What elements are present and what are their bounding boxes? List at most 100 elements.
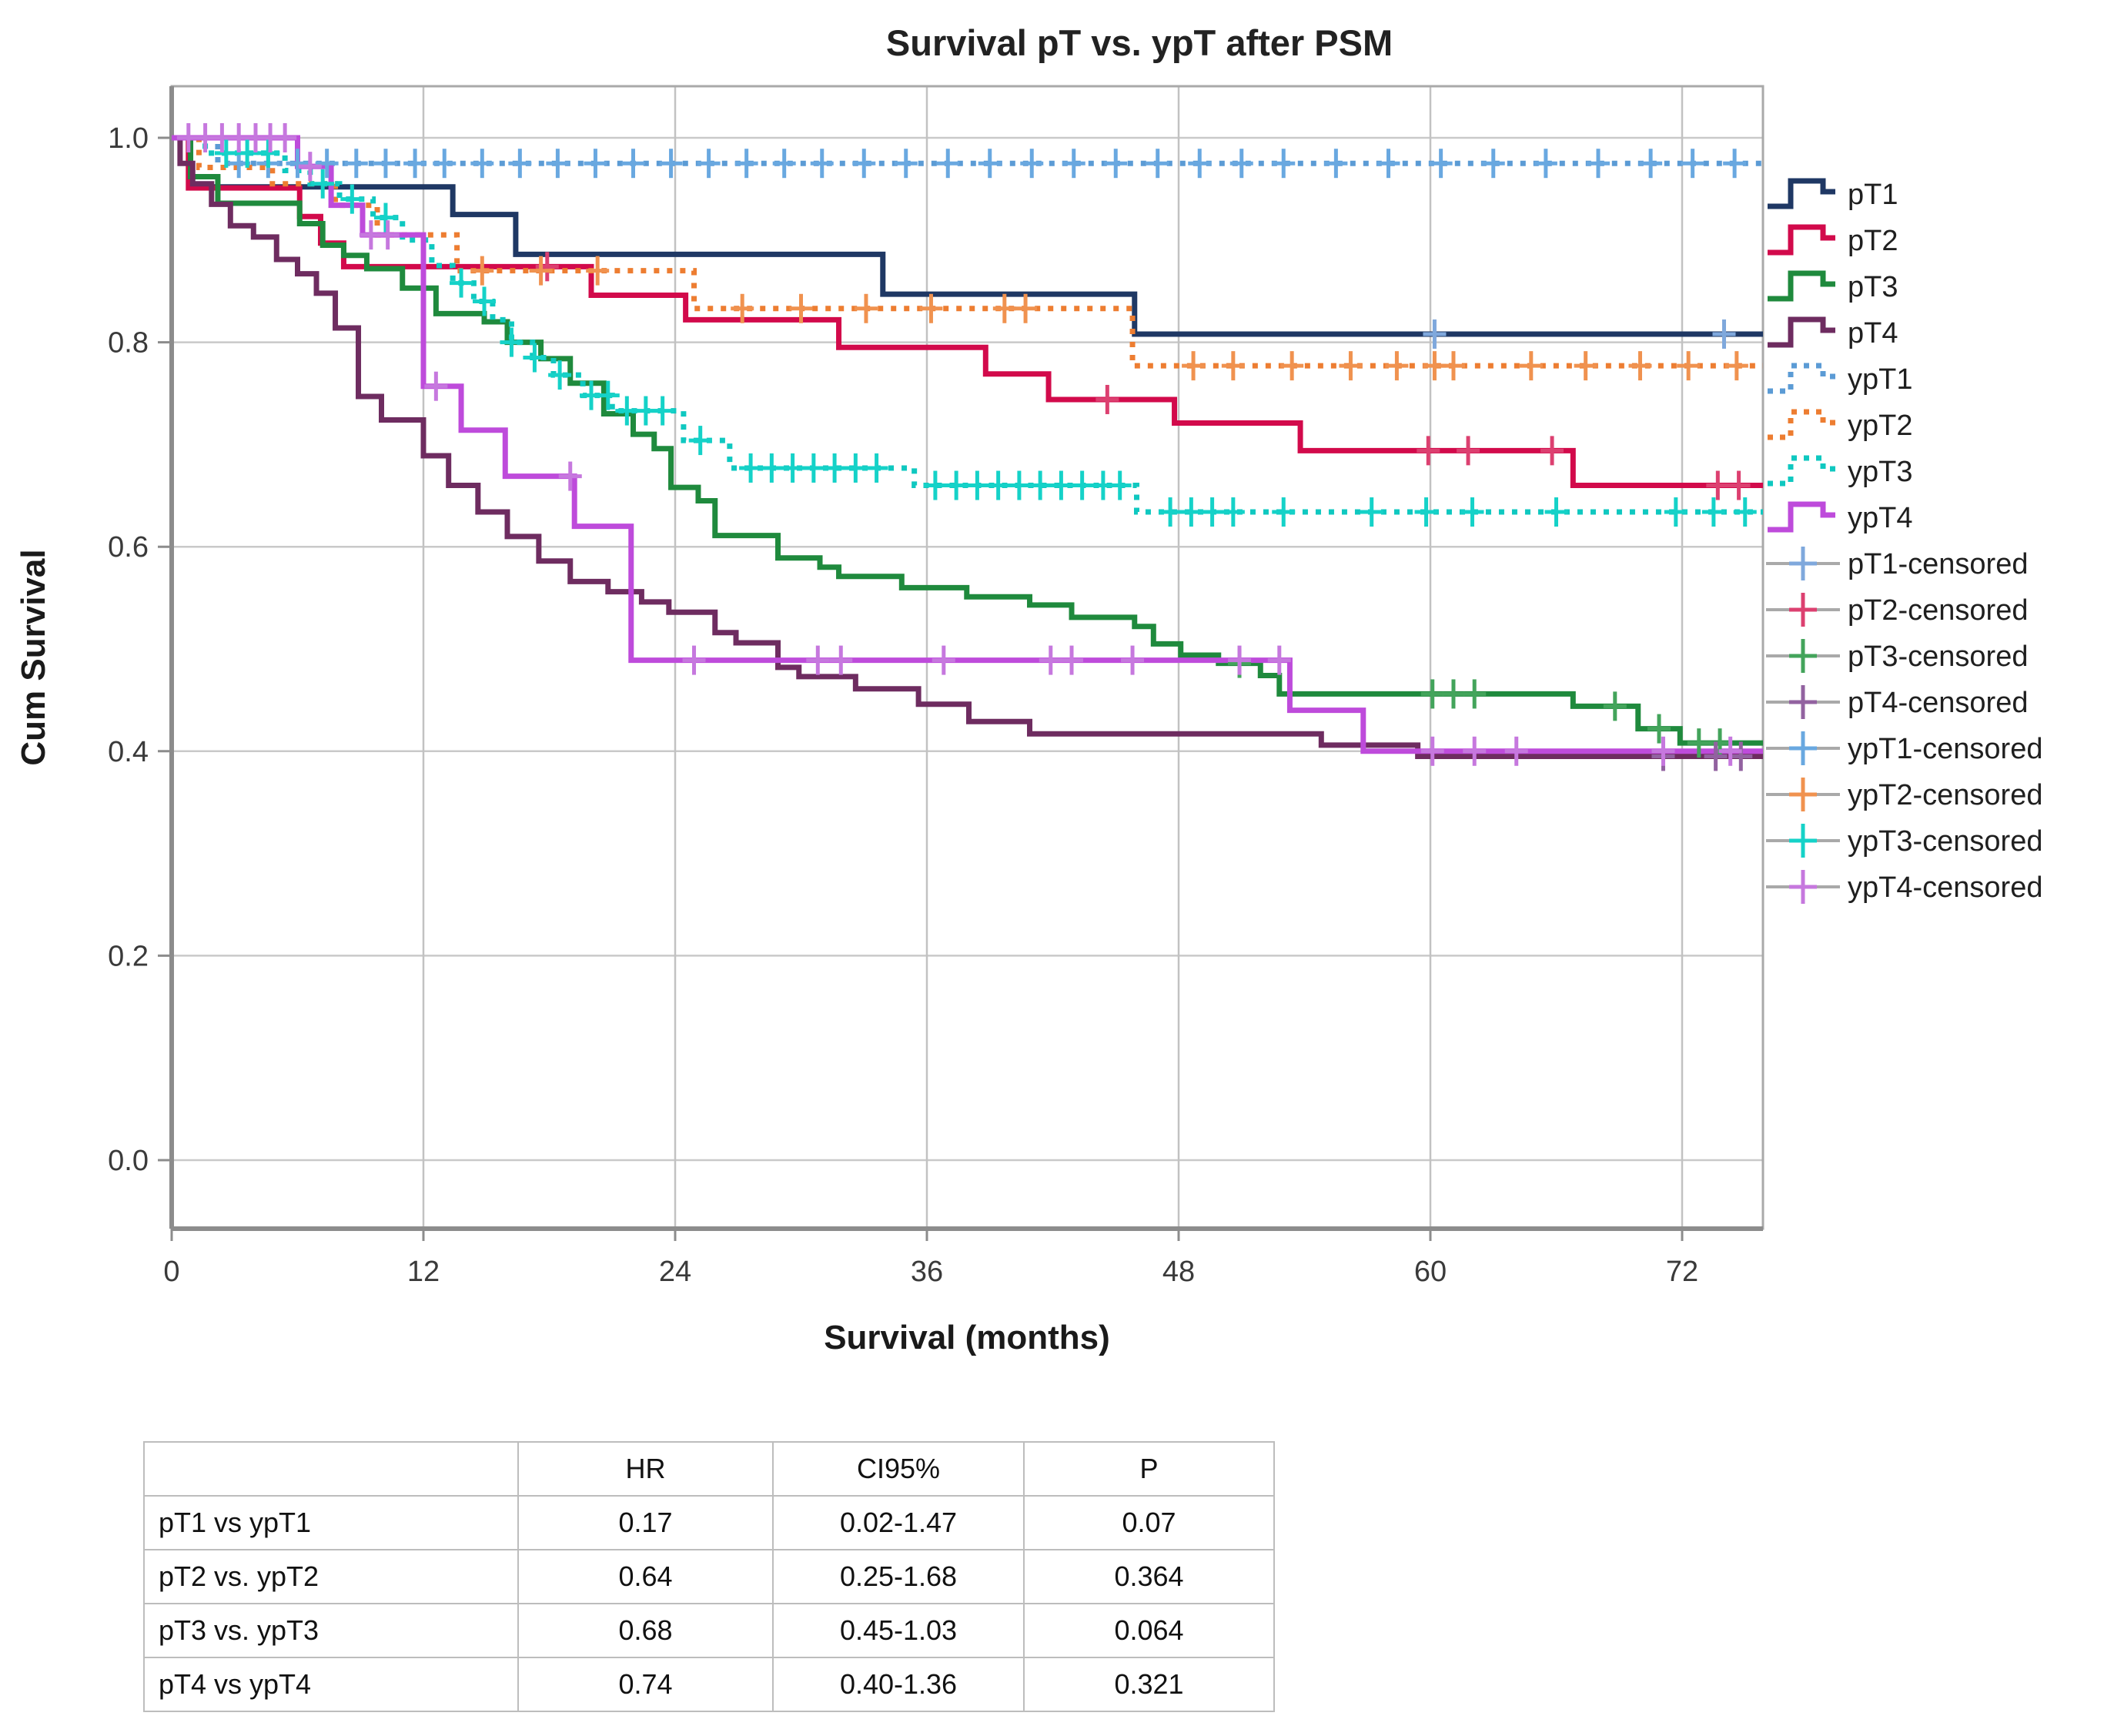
p-value: 0.064 (1023, 1603, 1275, 1658)
legend-label-pT3: pT3 (1848, 271, 1898, 303)
legend-label-ypT1-censored: ypT1-censored (1848, 733, 2042, 765)
censor-marks-layer (176, 123, 1757, 771)
hr-value: 0.64 (517, 1549, 774, 1604)
hr-table-row-0: pT1 vs ypT1 0.17 0.02-1.47 0.07 (143, 1495, 1275, 1550)
censors-ypT3 (214, 138, 1757, 527)
x-tick-label-36: 36 (911, 1256, 943, 1288)
x-tick-label-12: 12 (407, 1256, 440, 1288)
legend-entry-ypT3-censored: ypT3-censored (1766, 824, 2042, 858)
legend-entry-pT3-censored: pT3-censored (1766, 639, 2028, 673)
x-tick-label-48: 48 (1162, 1256, 1195, 1288)
legend-entry-ypT2-censored: ypT2-censored (1766, 778, 2042, 811)
legend-entry-pT1-censored: pT1-censored (1766, 547, 2028, 580)
legend-entry-pT2: pT2 (1768, 224, 1898, 257)
hr-table-body: pT1 vs ypT1 0.17 0.02-1.47 0.07 pT2 vs. ypT2… (143, 1495, 1275, 1712)
hr-table-row-1: pT2 vs. ypT2 0.64 0.25-1.68 0.364 (143, 1549, 1275, 1604)
hr-results-table: HR CI95% P pT1 vs ypT1 0.17 0.02-1.47 0.07 pT2… (143, 1441, 1275, 1712)
hr-value: 0.17 (517, 1495, 774, 1550)
legend-entry-ypT1: ypT1 (1768, 363, 1912, 396)
series-layer (172, 135, 1763, 759)
x-tick-label-72: 72 (1666, 1256, 1698, 1288)
censors-pT1 (1423, 319, 1736, 349)
censors-ypT2 (470, 256, 1748, 381)
legend-label-pT2-censored: pT2-censored (1848, 594, 2028, 627)
chart-title: Survival pT vs. ypT after PSM (886, 22, 1393, 63)
x-tick-label-60: 60 (1414, 1256, 1447, 1288)
hr-header-CI95%: CI95% (772, 1441, 1025, 1497)
legend-entry-pT4: pT4 (1768, 316, 1898, 350)
censors-pT2 (535, 252, 1751, 500)
x-axis-title: Survival (months) (824, 1319, 1110, 1356)
legend-entry-ypT4: ypT4 (1768, 501, 1912, 534)
ci95-value: 0.25-1.68 (772, 1549, 1025, 1604)
x-tick-label-0: 0 (163, 1256, 179, 1288)
legend-label-pT1-censored: pT1-censored (1848, 548, 2028, 580)
hr-table-row-3: pT4 vs ypT4 0.74 0.40-1.36 0.321 (143, 1657, 1275, 1712)
plot-border (170, 85, 1764, 1230)
legend-swatch-pT1-step-line-icon (1768, 178, 1835, 209)
legend-swatch-ypT1-censored-plus-icon (1789, 731, 1817, 765)
legend-swatch-ypT4-step-line-icon (1768, 501, 1835, 533)
legend-swatch-ypT2-step-line-icon (1768, 409, 1835, 440)
hr-table-header-row: HR CI95% P (143, 1441, 1275, 1497)
curve-pT3 (172, 135, 1763, 746)
legend-label-pT4: pT4 (1848, 317, 1898, 350)
legend-entry-ypT4-censored: ypT4-censored (1766, 870, 2042, 904)
x-tick-label-24: 24 (659, 1256, 691, 1288)
curve-pT4 (172, 135, 1763, 759)
legend-swatch-pT3-censored-plus-icon (1789, 639, 1817, 673)
censors-ypT1 (227, 149, 1747, 179)
legend-entry-ypT2: ypT2 (1768, 409, 1912, 442)
hr-value: 0.74 (517, 1657, 774, 1712)
comparison-label: pT1 vs ypT1 (143, 1495, 519, 1550)
legend-entry-pT1: pT1 (1768, 178, 1898, 211)
legend-entry-ypT3: ypT3 (1768, 455, 1912, 488)
legend-label-ypT2-censored: ypT2-censored (1848, 779, 2042, 811)
curve-pT2 (172, 135, 1763, 489)
legend-entry-pT4-censored: pT4-censored (1766, 685, 2028, 719)
legend-label-ypT4-censored: ypT4-censored (1848, 871, 2042, 904)
legend-entry-pT3: pT3 (1768, 270, 1898, 303)
y-tick-label-0.6: 0.6 (108, 531, 149, 564)
legend-label-ypT3-censored: ypT3-censored (1848, 825, 2042, 858)
p-value: 0.321 (1023, 1657, 1275, 1712)
p-value: 0.364 (1023, 1549, 1275, 1604)
grid-layer (172, 86, 1763, 1229)
curve-ypT2 (172, 135, 1763, 369)
curve-ypT3 (172, 135, 1763, 515)
legend-label-pT3-censored: pT3-censored (1848, 641, 2028, 673)
legend-label-pT1: pT1 (1848, 179, 1898, 211)
censors-pT3 (1228, 648, 1732, 758)
comparison-label: pT3 vs. ypT3 (143, 1603, 519, 1658)
legend-label-ypT2: ypT2 (1848, 410, 1912, 442)
y-tick-label-0: 0.0 (108, 1145, 149, 1177)
hr-table-header: HR CI95% P (143, 1441, 1275, 1497)
hr-header-HR: HR (517, 1441, 774, 1497)
legend-label-ypT1: ypT1 (1848, 363, 1912, 396)
hr-header-empty (143, 1441, 519, 1497)
axis-ticks-layer: 1.0 0.8 0.6 0.4 0.2 0.0 0 12 24 36 48 60 72 (108, 122, 1698, 1288)
curve-ypT4 (172, 135, 1763, 754)
legend-swatch-ypT1-step-line-icon (1768, 363, 1835, 394)
legend-swatch-pT1-censored-plus-icon (1789, 547, 1817, 580)
legend-entry-pT2-censored: pT2-censored (1766, 593, 2028, 627)
legend-swatch-pT4-censored-plus-icon (1789, 685, 1817, 719)
hr-table-row-2: pT3 vs. ypT3 0.68 0.45-1.03 0.064 (143, 1603, 1275, 1658)
legend-entry-ypT1-censored: ypT1-censored (1766, 731, 2042, 765)
legend-swatch-pT3-step-line-icon (1768, 270, 1835, 302)
legend-swatch-pT2-censored-plus-icon (1789, 593, 1817, 627)
legend-label-pT2: pT2 (1848, 225, 1898, 257)
legend-swatch-pT4-step-line-icon (1768, 316, 1835, 348)
comparison-label: pT4 vs ypT4 (143, 1657, 519, 1712)
ci95-value: 0.45-1.03 (772, 1603, 1025, 1658)
legend-label-pT4-censored: pT4-censored (1848, 687, 2028, 719)
y-tick-label-0.4: 0.4 (108, 736, 149, 768)
legend-swatch-pT2-step-line-icon (1768, 224, 1835, 256)
legend-label-ypT3: ypT3 (1848, 456, 1912, 488)
chart-legend: pT1 pT2 pT3 pT4 ypT1 ypT2 ypT3 ypT4 pT1-censored… (1766, 178, 2042, 904)
legend-swatch-ypT3-censored-plus-icon (1789, 824, 1817, 858)
ci95-value: 0.02-1.47 (772, 1495, 1025, 1550)
plot-frame (169, 85, 1764, 1231)
curve-ypT1 (172, 135, 1763, 166)
